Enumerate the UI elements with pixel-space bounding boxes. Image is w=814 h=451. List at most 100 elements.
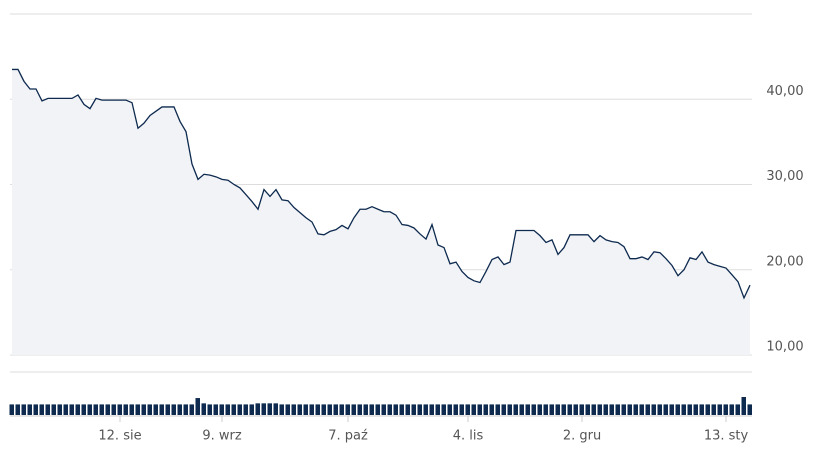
volume-bar [651,404,656,415]
volume-bar [261,403,266,415]
volume-bar [327,404,332,415]
volume-bar [597,404,602,415]
volume-bar [507,404,512,415]
volume-bar [99,404,104,415]
volume-bar [489,404,494,415]
volume-bar [177,404,182,415]
volume-bar [705,404,710,415]
volume-bar [141,404,146,415]
volume-bar [267,403,272,415]
x-tick-label: 13. sty [704,429,749,444]
volume-bar [357,404,362,415]
volume-bar [411,404,416,415]
volume-bar [699,404,704,415]
volume-bar [147,404,152,415]
volume-bar [123,404,128,415]
volume-bar [195,398,200,415]
volume-bar [9,404,14,415]
volume-bar [579,404,584,415]
volume-bar [81,404,86,415]
volume-bar [567,404,572,415]
volume-bar [723,404,728,415]
price-line [12,68,751,300]
volume-bar [153,404,158,415]
volume-bar [735,404,740,415]
volume-bar [615,404,620,415]
volume-bar [675,404,680,415]
volume-bar [333,404,338,415]
price-area [12,69,750,355]
volume-bar [363,404,368,415]
volume-bar [693,404,698,415]
volume-bar [321,404,326,415]
volume-bar [405,404,410,415]
volume-bar [111,404,116,415]
volume-bar [207,404,212,415]
volume-bar [609,404,614,415]
volume-bar [387,404,392,415]
volume-bar [729,404,734,415]
volume-bar [63,404,68,415]
volume-bar [645,404,650,415]
volume-bar [591,404,596,415]
volume-bar [231,404,236,415]
volume-bar [135,404,140,415]
volume-bar [585,404,590,415]
volume-bar [603,404,608,415]
volume-bar [447,404,452,415]
volume-bar [741,397,746,415]
volume-bar [51,404,56,415]
x-tick-label: 9. wrz [202,429,242,444]
volume-bar [117,404,122,415]
x-tick-label: 2. gru [563,429,601,444]
volume-bar [171,404,176,415]
volume-bar [369,404,374,415]
volume-bar [303,404,308,415]
volume-bar [531,404,536,415]
volume-bar [183,404,188,415]
volume-bar [549,404,554,415]
volume-bar [345,404,350,415]
volume-bar [69,404,74,415]
volume-bar [87,404,92,415]
volume-bar [573,404,578,415]
volume-bar [495,404,500,415]
volume-bar [27,404,32,415]
volume-bar [201,403,206,415]
volume-bar [633,404,638,415]
volume-bar [537,404,542,415]
volume-bar [639,404,644,415]
volume-bar [129,404,134,415]
volume-bar [747,404,752,415]
volume-bar [555,404,560,415]
y-tick-label: 20,00 [766,254,803,269]
volume-bar [291,404,296,415]
volume-bar [255,403,260,415]
volume-bar [15,404,20,415]
volume-bar [351,404,356,415]
volume-bar [279,404,284,415]
y-tick-label: 40,00 [766,84,803,99]
volume-bar [165,404,170,415]
x-tick-label: 4. lis [453,429,484,444]
volume-bar [663,404,668,415]
volume-bar [105,404,110,415]
volume-bar [213,404,218,415]
x-tick-label: 7. paź [328,429,368,444]
volume-bar [621,404,626,415]
volume-bar [309,404,314,415]
y-tick-label: 30,00 [766,169,803,184]
volume-bar [711,404,716,415]
volume-bar [471,404,476,415]
volume-bar [459,404,464,415]
volume-bar [33,404,38,415]
x-tick-label: 12. sie [98,429,141,444]
volume-bar [381,404,386,415]
volume-bar [237,404,242,415]
volume-bar [519,404,524,415]
volume-bar [681,404,686,415]
volume-bar [21,404,26,415]
volume-bar [657,404,662,415]
volume-bar [483,404,488,415]
